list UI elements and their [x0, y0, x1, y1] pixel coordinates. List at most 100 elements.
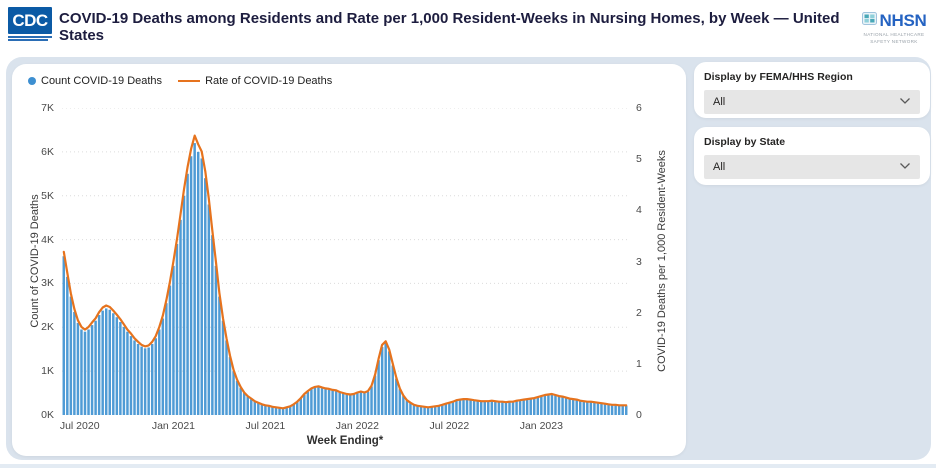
- bar-week[interactable]: [515, 401, 518, 415]
- bar-week[interactable]: [614, 405, 617, 415]
- bar-week[interactable]: [391, 365, 394, 415]
- bar-week[interactable]: [90, 325, 94, 415]
- bar-week[interactable]: [338, 392, 341, 415]
- bar-week[interactable]: [196, 151, 200, 415]
- bar-week[interactable]: [430, 407, 433, 415]
- bar-week[interactable]: [260, 404, 264, 415]
- chart-plot[interactable]: [62, 108, 628, 415]
- bar-week[interactable]: [603, 404, 607, 415]
- bar-week[interactable]: [448, 402, 451, 415]
- bar-week[interactable]: [143, 348, 147, 415]
- bar-week[interactable]: [214, 265, 218, 415]
- bar-week[interactable]: [416, 406, 419, 415]
- bar-week[interactable]: [133, 340, 136, 415]
- bar-week[interactable]: [479, 401, 483, 415]
- bar-week[interactable]: [395, 378, 398, 415]
- bar-week[interactable]: [529, 398, 532, 415]
- bar-week[interactable]: [147, 347, 150, 415]
- bar-week[interactable]: [617, 405, 621, 415]
- bar-week[interactable]: [140, 346, 143, 415]
- bar-week[interactable]: [239, 387, 242, 415]
- bar-week[interactable]: [370, 386, 373, 415]
- region-dropdown[interactable]: All: [704, 90, 920, 114]
- bar-week[interactable]: [469, 400, 472, 415]
- bar-week[interactable]: [589, 402, 593, 415]
- bar-week[interactable]: [150, 343, 154, 415]
- bar-week[interactable]: [264, 405, 267, 415]
- bar-week[interactable]: [112, 313, 115, 415]
- bar-week[interactable]: [490, 400, 494, 415]
- bar-week[interactable]: [104, 308, 108, 415]
- bar-week[interactable]: [158, 329, 161, 415]
- bar-week[interactable]: [465, 399, 469, 415]
- legend-item-rate[interactable]: Rate of COVID-19 Deaths: [178, 75, 332, 87]
- bar-week[interactable]: [299, 398, 303, 415]
- bar-week[interactable]: [366, 391, 370, 415]
- bar-week[interactable]: [69, 296, 73, 415]
- bar-week[interactable]: [487, 401, 490, 415]
- bar-week[interactable]: [267, 406, 271, 415]
- bar-week[interactable]: [175, 243, 179, 415]
- bar-week[interactable]: [547, 395, 550, 415]
- bar-week[interactable]: [522, 399, 525, 415]
- bar-week[interactable]: [373, 375, 377, 415]
- bar-week[interactable]: [281, 408, 285, 415]
- bar-week[interactable]: [476, 400, 479, 415]
- bar-week[interactable]: [349, 395, 352, 415]
- bar-week[interactable]: [494, 401, 497, 415]
- bar-week[interactable]: [225, 340, 228, 415]
- bar-week[interactable]: [253, 401, 257, 415]
- bar-week[interactable]: [73, 311, 76, 415]
- bar-week[interactable]: [501, 402, 504, 415]
- bar-week[interactable]: [543, 395, 547, 415]
- bar-week[interactable]: [593, 402, 596, 415]
- bar-week[interactable]: [182, 195, 186, 415]
- bar-week[interactable]: [405, 400, 409, 415]
- bar-week[interactable]: [189, 156, 193, 415]
- bar-week[interactable]: [412, 404, 416, 415]
- bar-week[interactable]: [607, 404, 610, 415]
- bar-week[interactable]: [533, 398, 536, 415]
- bar-week[interactable]: [377, 360, 380, 415]
- bar-week[interactable]: [200, 158, 203, 415]
- bar-week[interactable]: [320, 388, 324, 415]
- bar-week[interactable]: [80, 329, 83, 415]
- bar-week[interactable]: [571, 399, 575, 415]
- bar-week[interactable]: [310, 389, 313, 415]
- bar-week[interactable]: [296, 401, 299, 415]
- bar-week[interactable]: [108, 309, 111, 415]
- bar-week[interactable]: [218, 296, 221, 415]
- bar-week[interactable]: [186, 173, 189, 415]
- bar-week[interactable]: [511, 401, 515, 415]
- bar-week[interactable]: [423, 407, 426, 415]
- bar-week[interactable]: [380, 347, 384, 415]
- bar-week[interactable]: [246, 396, 249, 415]
- bar-week[interactable]: [235, 380, 239, 415]
- bar-week[interactable]: [525, 399, 529, 415]
- bar-week[interactable]: [345, 394, 349, 415]
- bar-week[interactable]: [317, 387, 320, 415]
- bar-week[interactable]: [596, 403, 600, 415]
- bar-week[interactable]: [557, 396, 561, 415]
- bar-week[interactable]: [285, 407, 288, 415]
- bar-week[interactable]: [444, 404, 448, 415]
- bar-week[interactable]: [324, 389, 327, 415]
- bar-week[interactable]: [87, 329, 90, 415]
- bar-week[interactable]: [303, 394, 306, 415]
- bar-week[interactable]: [419, 406, 423, 415]
- bar-week[interactable]: [568, 398, 571, 415]
- bar-week[interactable]: [204, 178, 207, 415]
- bar-week[interactable]: [334, 391, 338, 415]
- bar-week[interactable]: [66, 276, 69, 415]
- bar-week[interactable]: [352, 394, 356, 415]
- bar-week[interactable]: [483, 401, 486, 415]
- bar-week[interactable]: [278, 408, 281, 415]
- bar-week[interactable]: [62, 256, 66, 415]
- bar-week[interactable]: [274, 407, 278, 415]
- bar-week[interactable]: [497, 401, 501, 415]
- bar-week[interactable]: [561, 397, 564, 415]
- bar-week[interactable]: [550, 394, 554, 415]
- bar-week[interactable]: [207, 204, 211, 415]
- bar-week[interactable]: [327, 389, 331, 415]
- bar-week[interactable]: [101, 310, 104, 415]
